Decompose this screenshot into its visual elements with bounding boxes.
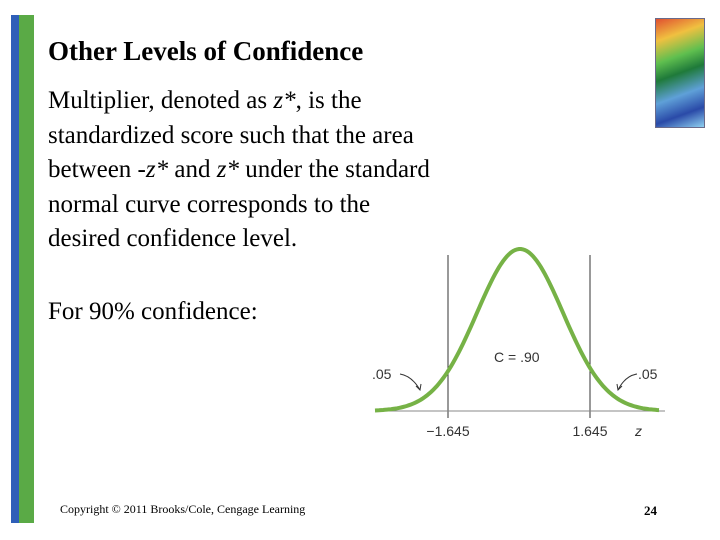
arrow [617,373,638,391]
accent-bar [11,15,19,523]
decorative-image [655,18,705,128]
symbol: z* [216,156,239,183]
cutoff-label: 1.645 [572,423,607,439]
text: and [168,156,217,183]
page-number: 24 [644,503,657,518]
title: Other Levels of Confidence [48,36,364,66]
text: Multiplier, denoted as [48,87,274,114]
copyright: Copyright © 2011 Brooks/Cole, Cengage Le… [60,502,306,516]
tail-label: .05 [638,366,658,382]
body-text: Multiplier, denoted as z*, is the standa… [48,84,448,257]
curve [374,247,660,413]
text: under the standard normal curve correspo… [48,156,430,252]
normal-curve-figure: .05 C = .90 .05 −1.645 1.645 z [372,247,665,439]
axis-label: z [634,423,642,439]
symbol: z* [145,156,169,183]
symbol: z* [273,87,296,114]
text: , is the standardized score such that th… [48,87,414,183]
arrow [616,383,623,392]
accent-bar [19,15,34,523]
arrow [415,383,422,392]
tail-label: .05 [372,366,392,382]
prompt: For 90% confidence: [48,298,258,325]
arrow [399,373,421,391]
center-label: C = .90 [494,349,540,365]
cutoff-label: −1.645 [426,423,469,439]
